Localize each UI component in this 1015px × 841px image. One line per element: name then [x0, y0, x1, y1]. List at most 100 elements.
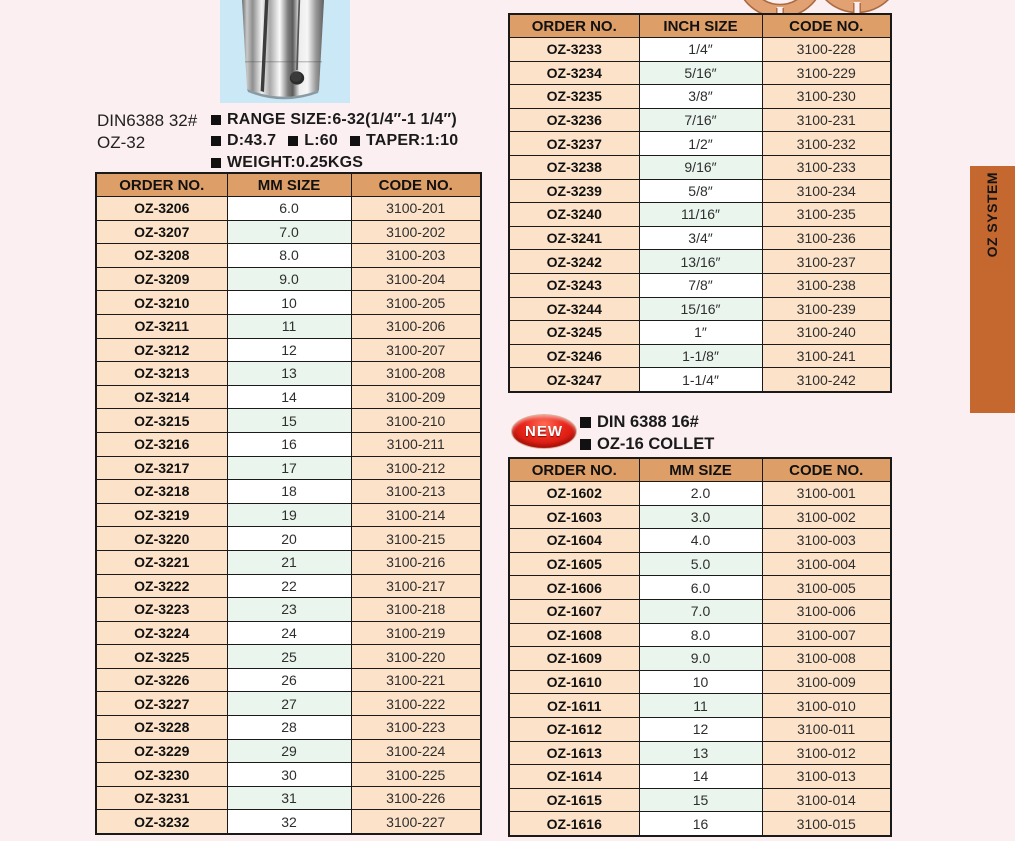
order-no-cell: OZ-3218 — [95, 479, 228, 504]
code-no-cell: 3100-010 — [761, 693, 892, 718]
order-no-cell: OZ-3234 — [508, 60, 640, 86]
table-row: OZ-3224 24 3100-219 — [95, 620, 482, 646]
table-row: OZ-1615 15 3100-014 — [508, 787, 892, 813]
code-no-cell: 3100-213 — [350, 479, 482, 504]
table-row: OZ-3237 1/2″ 3100-232 — [508, 131, 892, 156]
order-no-cell: OZ-3228 — [95, 715, 228, 740]
code-no-cell: 3100-231 — [761, 107, 892, 133]
code-no-cell: 3100-202 — [350, 219, 482, 245]
code-no-cell: 3100-209 — [350, 384, 482, 410]
column-header: ORDER NO. — [95, 172, 228, 197]
table-row: OZ-3240 11/16″ 3100-235 — [508, 202, 892, 227]
order-no-cell: OZ-3231 — [95, 785, 228, 811]
order-no-cell: OZ-3244 — [508, 296, 640, 322]
column-header: CODE NO. — [350, 172, 482, 197]
size-cell: 7/16″ — [638, 107, 763, 133]
tab-oz-system: OZ SYSTEM — [970, 166, 1015, 413]
table-row: OZ-3216 16 3100-211 — [95, 431, 482, 457]
size-cell: 14 — [638, 764, 763, 789]
code-no-cell: 3100-222 — [350, 691, 482, 717]
table-row: OZ-3235 3/8″ 3100-230 — [508, 84, 892, 109]
black-square-bullet-icon — [580, 416, 591, 428]
code-no-cell: 3100-225 — [350, 762, 482, 787]
size-cell: 3/4″ — [638, 225, 763, 251]
table-row: OZ-3246 1-1/8″ 3100-241 — [508, 343, 892, 369]
size-cell: 32 — [226, 809, 352, 835]
code-no-cell: 3100-220 — [350, 644, 482, 669]
size-cell: 13 — [226, 361, 352, 386]
size-cell: 29 — [226, 738, 352, 764]
table-row: OZ-3243 7/8″ 3100-238 — [508, 272, 892, 298]
table-row: OZ-3218 18 3100-213 — [95, 479, 482, 504]
size-cell: 11 — [638, 693, 763, 718]
table-row: OZ-3244 15/16″ 3100-239 — [508, 296, 892, 322]
order-no-cell: OZ-3236 — [508, 107, 640, 133]
oz32-collet-image — [220, 0, 350, 103]
oz32-inch-size-table: ORDER NO. INCH SIZE CODE NO. OZ-3233 1/4″ 310… — [508, 13, 892, 393]
black-square-bullet-icon — [211, 136, 221, 147]
code-no-cell: 3100-224 — [350, 738, 482, 764]
code-no-cell: 3100-212 — [350, 455, 482, 481]
code-no-cell: 3100-011 — [761, 716, 892, 742]
order-no-cell: OZ-3212 — [95, 337, 228, 363]
order-no-cell: OZ-3225 — [95, 644, 228, 669]
code-no-cell: 3100-013 — [761, 764, 892, 789]
black-square-bullet-icon — [211, 114, 221, 125]
code-no-cell: 3100-001 — [761, 481, 892, 506]
size-cell: 5/8″ — [638, 178, 763, 204]
order-no-cell: OZ-3219 — [95, 502, 228, 528]
size-cell: 19 — [226, 502, 352, 528]
table-row: OZ-3213 13 3100-208 — [95, 361, 482, 386]
order-no-cell: OZ-1614 — [508, 764, 640, 789]
table-row: OZ-1608 8.0 3100-007 — [508, 622, 892, 648]
code-no-cell: 3100-002 — [761, 504, 892, 530]
size-cell: 3/8″ — [638, 84, 763, 109]
table-row: OZ-3225 25 3100-220 — [95, 644, 482, 669]
code-no-cell: 3100-006 — [761, 598, 892, 624]
table-row: OZ-1610 10 3100-009 — [508, 669, 892, 695]
size-cell: 8.0 — [638, 622, 763, 648]
size-cell: 3.0 — [638, 504, 763, 530]
column-header: CODE NO. — [761, 457, 892, 482]
size-cell: 11/16″ — [638, 202, 763, 227]
order-no-cell: OZ-1613 — [508, 740, 640, 766]
code-no-cell: 3100-219 — [350, 620, 482, 646]
table-row: OZ-3222 22 3100-217 — [95, 573, 482, 599]
order-no-cell: OZ-3242 — [508, 249, 640, 274]
size-cell: 31 — [226, 785, 352, 811]
size-cell: 16 — [638, 811, 763, 837]
size-cell: 5.0 — [638, 551, 763, 577]
table-row: OZ-3211 11 3100-206 — [95, 313, 482, 339]
oz16-heading: DIN 6388 16# OZ-16 COLLET — [580, 411, 714, 455]
size-cell: 9/16″ — [638, 154, 763, 180]
size-cell: 6.0 — [638, 575, 763, 600]
order-no-cell: OZ-1603 — [508, 504, 640, 530]
code-no-cell: 3100-238 — [761, 272, 892, 298]
code-no-cell: 3100-015 — [761, 811, 892, 837]
code-no-cell: 3100-239 — [761, 296, 892, 322]
size-cell: 25 — [226, 644, 352, 669]
black-square-bullet-icon — [349, 136, 360, 147]
table-row: OZ-3210 10 3100-205 — [95, 290, 482, 315]
spec-line: WEIGHT:0.25KGS — [211, 152, 470, 174]
model-line2: OZ-32 — [97, 133, 146, 152]
order-no-cell: OZ-3217 — [95, 455, 228, 481]
model-designation: DIN6388 32# OZ-32 — [97, 110, 197, 154]
code-no-cell: 3100-229 — [761, 60, 892, 86]
size-cell: 20 — [226, 526, 352, 551]
size-cell: 5/16″ — [638, 60, 763, 86]
code-no-cell: 3100-205 — [350, 290, 482, 315]
table-row: OZ-3227 27 3100-222 — [95, 691, 482, 717]
code-no-cell: 3100-240 — [761, 320, 892, 345]
code-no-cell: 3100-232 — [761, 131, 892, 156]
table-row: OZ-1605 5.0 3100-004 — [508, 551, 892, 577]
order-no-cell: OZ-3208 — [95, 243, 228, 268]
order-no-cell: OZ-3214 — [95, 384, 228, 410]
size-cell: 9.0 — [226, 266, 352, 292]
order-no-cell: OZ-3226 — [95, 667, 228, 693]
spec-text: RANGE SIZE:6-32(1/4″-1 1/4″) — [227, 110, 457, 128]
order-no-cell: OZ-1612 — [508, 716, 640, 742]
column-header: CODE NO. — [761, 13, 892, 38]
size-cell: 12 — [226, 337, 352, 363]
